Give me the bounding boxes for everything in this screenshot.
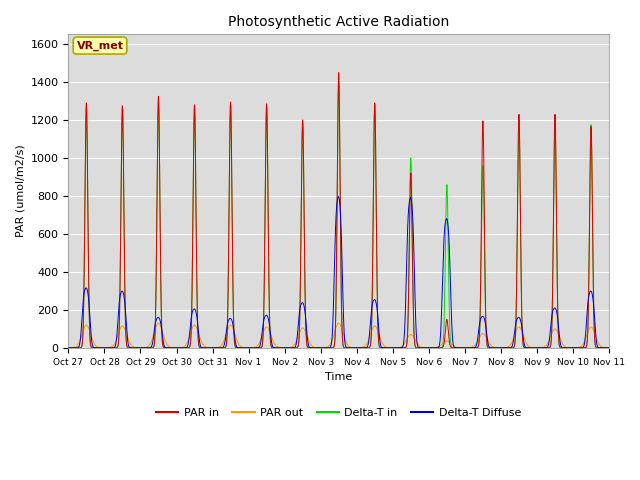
PAR out	[430, 345, 438, 350]
PAR out	[65, 345, 72, 351]
Delta-T in	[425, 345, 433, 351]
PAR out	[491, 345, 499, 350]
Delta-T Diffuse	[162, 345, 170, 350]
Delta-T in	[460, 345, 468, 351]
Delta-T Diffuse	[244, 345, 252, 351]
Delta-T in	[162, 345, 170, 351]
Y-axis label: PAR (umol/m2/s): PAR (umol/m2/s)	[15, 144, 25, 238]
Delta-T in	[430, 345, 438, 351]
PAR out	[162, 339, 170, 345]
PAR out	[319, 345, 326, 351]
Line: Delta-T Diffuse: Delta-T Diffuse	[68, 197, 609, 348]
Title: Photosynthetic Active Radiation: Photosynthetic Active Radiation	[228, 15, 449, 29]
Delta-T in	[605, 345, 613, 351]
PAR out	[605, 345, 613, 351]
PAR out	[154, 320, 162, 326]
PAR in	[460, 345, 468, 351]
PAR in	[319, 345, 326, 351]
Delta-T Diffuse	[605, 345, 613, 351]
PAR in	[65, 345, 72, 351]
Line: PAR in: PAR in	[68, 72, 609, 348]
X-axis label: Time: Time	[325, 372, 353, 382]
PAR in	[162, 345, 170, 351]
Legend: PAR in, PAR out, Delta-T in, Delta-T Diffuse: PAR in, PAR out, Delta-T in, Delta-T Dif…	[152, 404, 525, 422]
Delta-T Diffuse	[65, 345, 72, 351]
Line: PAR out: PAR out	[68, 323, 609, 348]
Delta-T in	[491, 345, 499, 351]
Text: VR_met: VR_met	[77, 40, 124, 51]
Delta-T Diffuse	[430, 345, 438, 351]
PAR in	[430, 345, 438, 351]
Delta-T in	[319, 345, 326, 351]
PAR out	[425, 345, 433, 351]
PAR in	[605, 345, 612, 351]
Delta-T Diffuse	[335, 194, 342, 200]
Line: Delta-T in: Delta-T in	[68, 86, 609, 348]
PAR in	[335, 70, 342, 75]
PAR out	[460, 345, 468, 351]
Delta-T Diffuse	[319, 345, 326, 351]
Delta-T Diffuse	[491, 345, 499, 351]
Delta-T in	[65, 345, 72, 351]
Delta-T Diffuse	[460, 345, 468, 351]
PAR in	[605, 345, 613, 351]
PAR in	[491, 345, 499, 351]
PAR out	[605, 345, 612, 351]
PAR in	[425, 345, 433, 351]
Delta-T Diffuse	[605, 345, 612, 351]
Delta-T in	[605, 345, 612, 351]
Delta-T in	[335, 83, 342, 89]
